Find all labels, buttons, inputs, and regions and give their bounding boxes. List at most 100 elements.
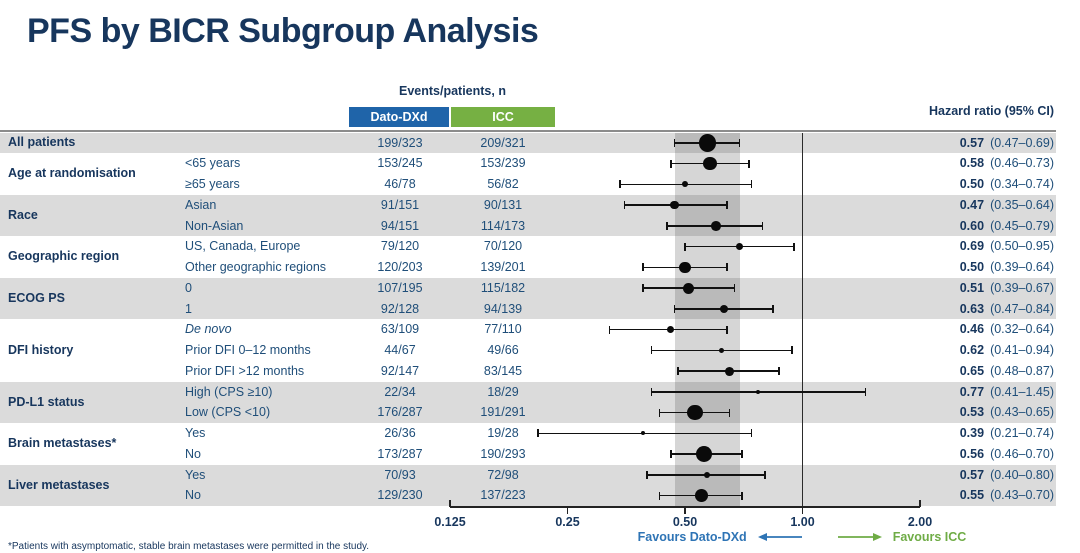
hr-confidence-interval: (0.48–0.87) [990,363,1054,378]
hazard-ratio-value: 0.57 (0.40–0.80) [925,465,1054,486]
group-row-background [0,132,1056,154]
group-label: ECOG PS [8,290,65,305]
ci-cap-right [726,201,728,210]
x-axis-tick [684,507,686,514]
ci-cap-left [658,408,661,417]
hr-estimate: 0.57 [959,135,985,150]
hazard-ratio-value: 0.50 (0.34–0.74) [925,174,1054,195]
hr-point-marker [724,366,734,376]
hr-estimate: 0.62 [959,343,985,357]
ci-cap-left [666,221,669,230]
hr-point-marker [696,446,713,463]
x-axis-tick [566,507,569,514]
dato-dxd-value: 92/128 [380,301,420,316]
hazard-ratio-value: 0.63 (0.47–0.84) [925,299,1054,320]
hr-estimate: 0.51 [959,280,985,295]
dato-dxd-value: 70/93 [384,467,416,482]
dato-dxd-value: 79/120 [380,239,420,254]
group-label: All patients [8,135,76,150]
group-label: Brain metastases* [8,436,117,451]
x-axis-endcap-right [919,499,921,507]
subgroup-label: Asian [185,197,217,212]
hr-confidence-interval: (0.47–0.69) [990,135,1054,150]
ci-cap-left [618,180,621,189]
hazard-ratio-value: 0.65 (0.48–0.87) [925,361,1054,382]
icc-value: 137/223 [480,488,526,503]
right-arrow-icon [837,533,882,541]
subgroup-label: De novo [185,322,232,337]
hr-estimate: 0.57 [959,467,985,482]
hazard-ratio-value: 0.57 (0.47–0.69) [925,133,1054,154]
ci-cap-right [733,284,736,293]
hr-point-marker [719,304,729,314]
x-axis-tick [801,507,804,514]
subgroup-label: No [185,446,201,461]
ci-cap-right [738,138,741,147]
ci-cap-right [791,346,793,355]
subgroup-label: Yes [185,426,206,440]
hr-point-marker [735,242,744,251]
hr-point-marker [756,389,761,394]
events-patients-header: Events/patients, n [399,84,506,98]
group-label: Geographic region [8,249,120,264]
icc-value: 77/110 [484,322,522,337]
hr-point-marker [698,134,716,152]
hr-estimate: 0.63 [959,301,985,316]
ci-cap-right [761,221,764,230]
dato-dxd-value: 46/78 [384,177,416,191]
ci-cap-left [537,429,539,438]
table-top-border [0,130,1056,132]
dato-dxd-value: 153/245 [377,156,423,171]
icc-value: 191/291 [480,405,526,420]
hr-confidence-interval: (0.40–0.80) [990,467,1054,482]
hr-estimate: 0.69 [959,239,985,254]
hr-confidence-interval: (0.47–0.84) [990,301,1054,316]
hr-estimate: 0.60 [959,218,985,233]
subgroup-label: US, Canada, Europe [185,239,301,254]
group-label: DFI history [8,342,74,357]
subgroup-label: Prior DFI 0–12 months [185,343,311,357]
subgroup-label: Yes [185,467,206,482]
hr-confidence-interval: (0.41–0.94) [990,343,1054,357]
ci-cap-right [864,387,867,396]
hazard-ratio-value: 0.60 (0.45–0.79) [925,216,1054,237]
hr-confidence-interval: (0.43–0.70) [990,488,1054,503]
hr-point-marker [694,489,708,502]
icc-value: 153/239 [480,156,526,171]
hr-confidence-interval: (0.39–0.64) [990,260,1054,274]
ci-cap-left [646,470,649,479]
hr-estimate: 0.55 [959,488,985,503]
hr-estimate: 0.47 [959,197,985,212]
group-label: Age at randomisation [8,166,136,181]
ci-cap-right [728,408,731,417]
dato-dxd-value: 129/230 [377,488,423,503]
hr-estimate: 0.46 [959,322,985,337]
ci-cap-left [677,367,679,376]
footnote: *Patients with asymptomatic, stable brai… [8,541,370,552]
ci-cap-left [650,346,653,355]
hr-confidence-interval: (0.46–0.73) [990,156,1054,171]
hr-confidence-interval: (0.46–0.70) [990,446,1054,461]
ci-cap-right [750,429,753,438]
ci-cap-right [726,263,728,272]
icc-value: 139/201 [480,260,526,274]
ci-cap-right [748,159,751,168]
hazard-ratio-value: 0.58 (0.46–0.73) [925,153,1054,174]
hr-confidence-interval: (0.34–0.74) [990,177,1054,191]
hr-confidence-interval: (0.45–0.79) [990,218,1054,233]
icc-value: 190/293 [480,446,526,461]
icc-value: 115/182 [480,280,526,295]
dato-dxd-value: 63/109 [380,322,420,337]
dato-dxd-value: 22/34 [384,384,416,399]
hazard-ratio-value: 0.47 (0.35–0.64) [925,195,1054,216]
x-axis-endcap-left [449,499,451,507]
dato-dxd-value: 107/195 [377,280,423,295]
subgroup-label: <65 years [185,156,241,171]
ci-cap-right [772,304,774,313]
hr-estimate: 0.50 [959,177,985,191]
favours-dato-label: Favours Dato-DXd [637,530,747,544]
icc-value: 49/66 [487,343,519,357]
group-row-background [0,277,1056,320]
group-row-background [0,381,1056,423]
x-axis-tick-label: 0.25 [555,515,580,529]
